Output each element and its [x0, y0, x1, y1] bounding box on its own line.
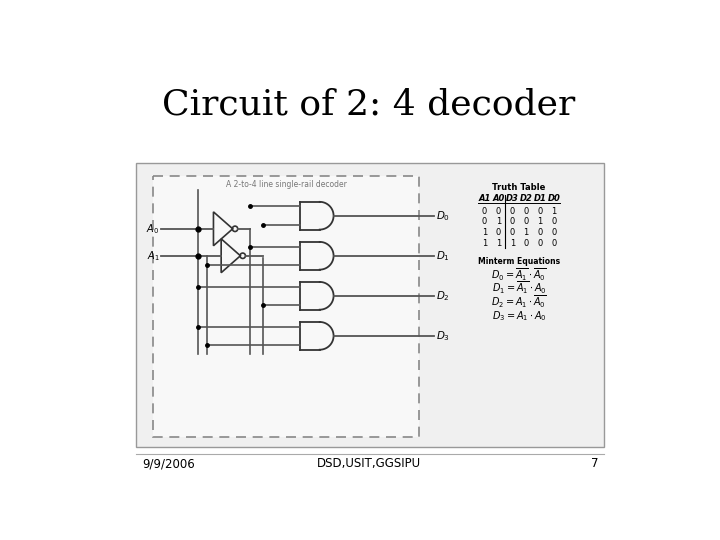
- Text: $D_1 = \overline{A_1} \cdot A_0$: $D_1 = \overline{A_1} \cdot A_0$: [492, 280, 546, 296]
- Text: Truth Table: Truth Table: [492, 184, 546, 192]
- Text: 0: 0: [537, 228, 543, 237]
- Text: 0: 0: [552, 228, 557, 237]
- Text: D2: D2: [520, 194, 533, 203]
- Text: $D_0$: $D_0$: [436, 209, 450, 222]
- Text: 0: 0: [510, 228, 515, 237]
- Text: $D_0 = \overline{A_1} \cdot \overline{A_0}$: $D_0 = \overline{A_1} \cdot \overline{A_…: [491, 266, 547, 282]
- Text: 0: 0: [510, 218, 515, 226]
- Text: 0: 0: [496, 228, 501, 237]
- Text: $D_1$: $D_1$: [436, 249, 450, 262]
- Text: 1: 1: [523, 228, 528, 237]
- Text: D0: D0: [547, 194, 560, 203]
- Text: 0: 0: [552, 218, 557, 226]
- Text: D1: D1: [534, 194, 546, 203]
- Text: 1: 1: [482, 228, 487, 237]
- Text: $D_3$: $D_3$: [436, 329, 450, 343]
- Text: 1: 1: [496, 218, 501, 226]
- Text: 1: 1: [510, 239, 515, 248]
- Text: 0: 0: [537, 207, 543, 215]
- Text: 0: 0: [523, 218, 528, 226]
- Text: D3: D3: [505, 194, 518, 203]
- Text: 0: 0: [496, 207, 501, 215]
- Text: 7: 7: [591, 457, 598, 470]
- Text: A0: A0: [492, 194, 505, 203]
- Text: 0: 0: [537, 239, 543, 248]
- Text: Minterm Equations: Minterm Equations: [478, 258, 560, 266]
- Text: $A_0$: $A_0$: [146, 222, 160, 235]
- Text: $D_2$: $D_2$: [436, 289, 450, 303]
- Text: 1: 1: [482, 239, 487, 248]
- Text: 9/9/2006: 9/9/2006: [142, 457, 194, 470]
- Text: DSD,USIT,GGSIPU: DSD,USIT,GGSIPU: [317, 457, 421, 470]
- Text: $D_2 = A_1 \cdot \overline{A_0}$: $D_2 = A_1 \cdot \overline{A_0}$: [491, 294, 547, 310]
- Text: 0: 0: [482, 207, 487, 215]
- Text: A1: A1: [478, 194, 491, 203]
- Text: A 2-to-4 line single-rail decoder: A 2-to-4 line single-rail decoder: [226, 180, 346, 190]
- Text: Circuit of 2: 4 decoder: Circuit of 2: 4 decoder: [163, 88, 575, 122]
- Text: 0: 0: [523, 239, 528, 248]
- Text: $D_3 = A_1 \cdot A_0$: $D_3 = A_1 \cdot A_0$: [492, 309, 546, 323]
- Text: 0: 0: [510, 207, 515, 215]
- Text: 0: 0: [523, 207, 528, 215]
- Text: 1: 1: [496, 239, 501, 248]
- Text: $A_1$: $A_1$: [147, 249, 160, 262]
- Text: 1: 1: [552, 207, 557, 215]
- Text: 0: 0: [552, 239, 557, 248]
- Text: 0: 0: [482, 218, 487, 226]
- Bar: [135, 164, 604, 447]
- Bar: [153, 177, 419, 437]
- Text: 1: 1: [537, 218, 543, 226]
